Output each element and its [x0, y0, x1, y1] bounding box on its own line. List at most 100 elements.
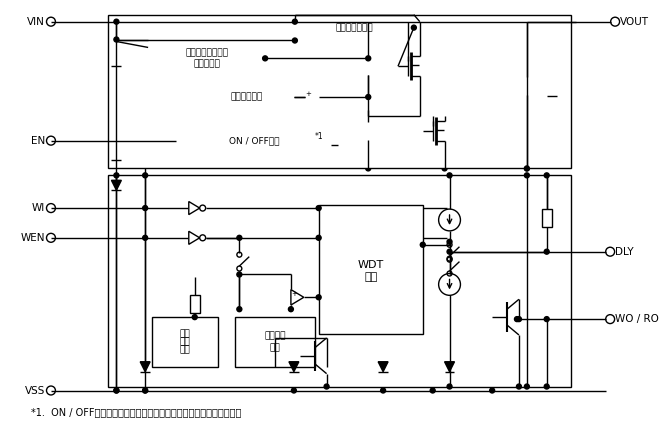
Circle shape	[143, 388, 147, 393]
Circle shape	[430, 19, 435, 24]
Text: ON / OFF回路: ON / OFF回路	[229, 136, 279, 145]
Circle shape	[517, 317, 521, 321]
Polygon shape	[436, 130, 444, 138]
Circle shape	[525, 166, 529, 171]
Polygon shape	[111, 151, 121, 160]
Circle shape	[525, 384, 529, 389]
Circle shape	[143, 235, 147, 240]
Polygon shape	[111, 180, 121, 190]
Circle shape	[366, 166, 371, 171]
Circle shape	[143, 388, 147, 393]
Circle shape	[114, 19, 119, 24]
Text: WEN: WEN	[21, 233, 45, 243]
Circle shape	[292, 38, 297, 43]
Circle shape	[490, 388, 494, 393]
Bar	[148, 39, 265, 77]
Polygon shape	[378, 362, 388, 372]
Bar	[109, 15, 572, 168]
Circle shape	[114, 388, 119, 393]
Circle shape	[237, 307, 242, 311]
Text: 基準電圧回路: 基準電圧回路	[230, 92, 263, 102]
Circle shape	[381, 388, 386, 393]
Circle shape	[291, 388, 296, 393]
Circle shape	[292, 19, 297, 24]
Circle shape	[420, 242, 425, 247]
Circle shape	[517, 384, 521, 389]
Text: 過電流保護回路: 過電流保護回路	[336, 23, 373, 32]
Circle shape	[143, 173, 147, 178]
Text: WI: WI	[31, 203, 45, 213]
Polygon shape	[289, 362, 299, 372]
Circle shape	[447, 249, 452, 254]
Circle shape	[447, 384, 452, 389]
Bar	[522, 77, 532, 95]
Circle shape	[114, 138, 119, 143]
Circle shape	[114, 37, 119, 42]
Circle shape	[114, 19, 119, 24]
Circle shape	[366, 56, 371, 61]
Circle shape	[263, 56, 267, 61]
Bar	[190, 295, 200, 313]
Text: DLY: DLY	[615, 247, 634, 257]
Circle shape	[366, 95, 371, 99]
Text: EN: EN	[31, 136, 45, 146]
Circle shape	[544, 317, 549, 321]
Text: +: +	[305, 91, 311, 97]
Text: ダウン回路: ダウン回路	[193, 60, 220, 69]
Circle shape	[515, 317, 519, 321]
Circle shape	[525, 19, 529, 24]
Circle shape	[447, 173, 452, 178]
Circle shape	[525, 173, 529, 178]
Circle shape	[114, 388, 119, 393]
Circle shape	[544, 384, 549, 389]
Bar	[152, 317, 218, 367]
Circle shape	[442, 113, 447, 118]
Bar	[363, 57, 373, 75]
Circle shape	[366, 19, 371, 24]
Circle shape	[288, 307, 293, 311]
Circle shape	[544, 173, 549, 178]
Text: VSS: VSS	[25, 385, 45, 396]
Polygon shape	[411, 65, 419, 73]
Text: *1.  ON / OFF回路は内部回路および出力トランジスタを制御します。: *1. ON / OFF回路は内部回路および出力トランジスタを制御します。	[31, 407, 241, 417]
Text: 電圧: 電圧	[180, 337, 190, 346]
Text: +: +	[291, 291, 297, 297]
Text: *1: *1	[314, 132, 323, 141]
Circle shape	[316, 235, 321, 240]
Circle shape	[442, 166, 447, 171]
Text: VIN: VIN	[27, 17, 45, 27]
Circle shape	[447, 239, 452, 244]
Circle shape	[316, 206, 321, 210]
Text: サーマルシャット: サーマルシャット	[185, 48, 228, 57]
Bar	[235, 317, 315, 367]
Text: 電圧検出: 電圧検出	[264, 331, 286, 340]
Bar	[295, 15, 414, 41]
Bar	[196, 129, 313, 152]
Text: WO / RO: WO / RO	[615, 314, 659, 324]
Circle shape	[411, 25, 416, 30]
Text: 回路: 回路	[364, 273, 377, 283]
Text: VOUT: VOUT	[620, 17, 649, 27]
Bar	[363, 122, 373, 140]
Circle shape	[197, 19, 202, 24]
Circle shape	[192, 314, 197, 320]
Circle shape	[316, 295, 321, 300]
Circle shape	[417, 19, 422, 24]
Circle shape	[430, 388, 435, 393]
Bar	[200, 85, 294, 109]
Text: WDT: WDT	[358, 260, 384, 270]
Circle shape	[324, 384, 329, 389]
Circle shape	[490, 19, 494, 24]
Text: 基準: 基準	[180, 330, 190, 339]
Circle shape	[114, 173, 119, 178]
Circle shape	[143, 206, 147, 210]
Circle shape	[237, 272, 242, 277]
Bar	[109, 175, 572, 387]
Polygon shape	[547, 86, 557, 96]
Bar	[319, 205, 423, 334]
Polygon shape	[445, 362, 454, 372]
Bar	[542, 209, 551, 227]
Circle shape	[525, 166, 529, 171]
Text: 回路: 回路	[180, 345, 190, 354]
Circle shape	[237, 235, 242, 240]
